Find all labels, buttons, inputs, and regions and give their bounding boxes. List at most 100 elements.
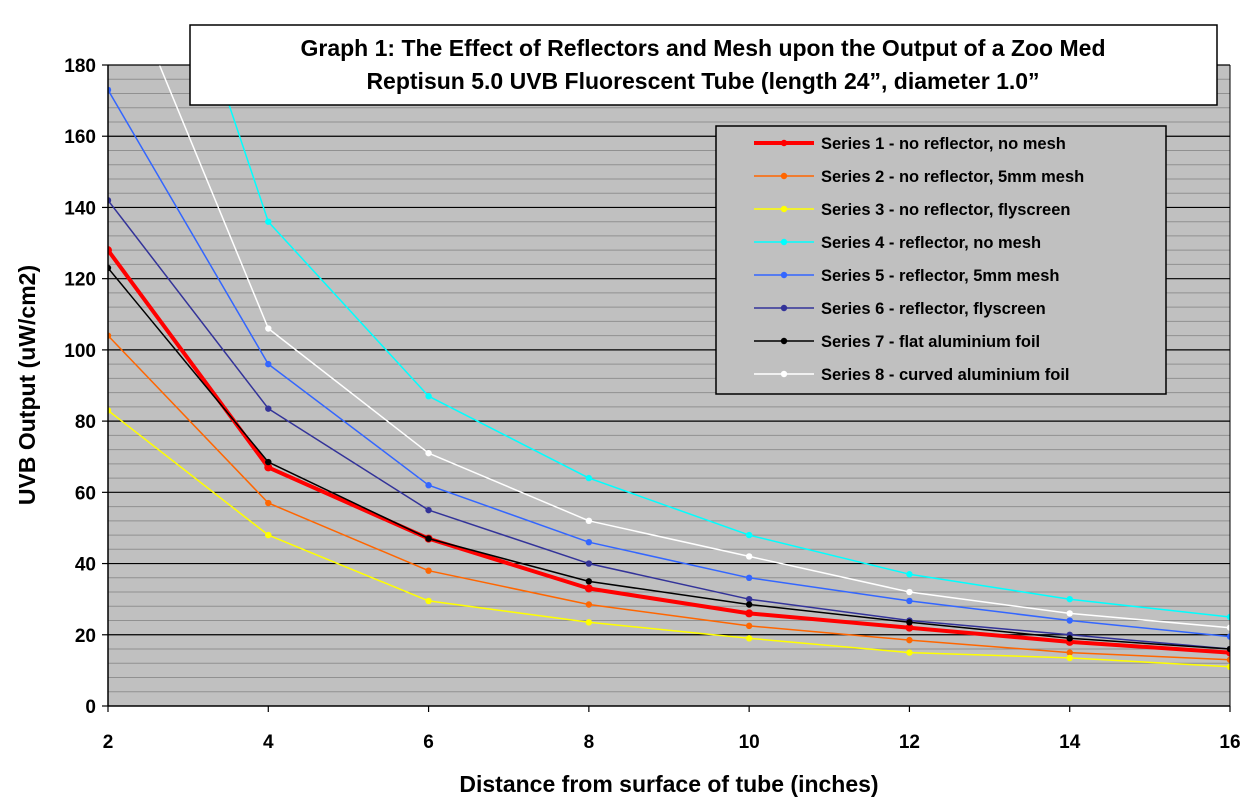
legend-marker-series-1 <box>780 139 788 147</box>
series-4-line <box>214 65 1230 618</box>
series-8-point <box>425 449 432 457</box>
series-5-point <box>108 86 112 94</box>
series-5-point <box>745 574 753 581</box>
x-tick-label: 2 <box>103 732 114 753</box>
series-5-point <box>265 360 272 368</box>
series-3-point <box>425 597 432 605</box>
series-7-point <box>745 601 753 608</box>
series-2-point <box>265 499 272 507</box>
series-4-point <box>906 571 913 578</box>
y-tick-label: 120 <box>64 270 96 291</box>
legend-box <box>715 125 1167 395</box>
series-5-point <box>1226 633 1230 640</box>
y-tick-label: 80 <box>75 412 96 433</box>
x-tick-label: 6 <box>423 732 434 753</box>
series-3-point <box>1066 654 1073 662</box>
series-6-point <box>425 506 432 514</box>
series-2-point <box>425 567 432 574</box>
series-8-point <box>265 325 272 332</box>
y-tick-label: 180 <box>64 56 96 77</box>
y-tick-label: 100 <box>64 341 96 362</box>
series-2-point <box>108 332 112 339</box>
series-4-point <box>745 531 753 539</box>
series-2-point <box>906 636 913 644</box>
series-4-point <box>585 474 593 482</box>
legend-label-series-1: Series 1 - no reflector, no mesh <box>821 135 1066 153</box>
legend-marker-series-2 <box>780 172 788 180</box>
x-tick-label: 4 <box>263 732 274 753</box>
x-tick-label: 14 <box>1059 732 1081 753</box>
x-tick-label: 16 <box>1219 732 1240 753</box>
series-3-point <box>108 407 112 414</box>
series-3-point <box>585 619 593 626</box>
series-2-point <box>745 622 753 630</box>
series-8-point <box>745 553 753 560</box>
series-3-point <box>265 531 272 539</box>
series-3-point <box>1226 663 1230 671</box>
series-6-point <box>745 595 753 603</box>
series-8-point <box>906 588 913 596</box>
series-1-point <box>584 584 593 593</box>
series-7-point <box>108 264 112 272</box>
legend-label-series-4: Series 4 - reflector, no mesh <box>821 234 1041 252</box>
legend-marker-series-6 <box>780 304 788 312</box>
legend-marker-series-8 <box>780 370 788 378</box>
series-2-point <box>1226 656 1230 663</box>
legend-label-series-7: Series 7 - flat aluminium foil <box>821 333 1040 351</box>
series-1-point <box>905 623 914 632</box>
series-7-point <box>1226 645 1230 653</box>
x-axis-title: Distance from surface of tube (inches) <box>459 771 878 797</box>
legend-marker-series-5 <box>780 271 788 279</box>
series-4-point <box>265 218 272 225</box>
series-2-line <box>108 335 1230 661</box>
legend-label-series-5: Series 5 - reflector, 5mm mesh <box>821 267 1059 285</box>
legend: Series 1 - no reflector, no mesh Series 2… <box>715 125 1167 395</box>
legend-label-series-6: Series 6 - reflector, flyscreen <box>821 300 1046 318</box>
series-1-point <box>264 463 273 472</box>
series-5-point <box>906 597 913 605</box>
series-8-point <box>1226 624 1230 631</box>
series-7-point <box>1066 635 1073 642</box>
series-7-point <box>906 619 913 626</box>
series-4-point <box>1066 595 1073 603</box>
y-tick-label: 160 <box>64 127 96 148</box>
series-8-point <box>585 517 593 525</box>
series-6-point <box>108 197 112 204</box>
legend-label-series-2: Series 2 - no reflector, 5mm mesh <box>821 168 1084 186</box>
series-2-point <box>1066 649 1073 656</box>
series-5-point <box>1066 617 1073 624</box>
series-1-point <box>108 246 112 255</box>
series-7-line <box>108 267 1230 650</box>
series-4-point <box>1226 613 1230 621</box>
x-tick-label: 12 <box>899 732 920 753</box>
legend-label-series-8: Series 8 - curved aluminium foil <box>821 366 1070 384</box>
series-3-point <box>906 649 913 656</box>
series-5-point <box>585 538 593 546</box>
x-tick-label: 10 <box>739 732 760 753</box>
chart-title-line-1: Graph 1: The Effect of Reflectors and Me… <box>300 35 1105 61</box>
series-4-point <box>425 392 432 400</box>
series-6-line <box>108 199 1230 650</box>
y-tick-label: 0 <box>85 697 96 718</box>
series-8-line <box>158 65 1230 629</box>
x-tick-label: 8 <box>584 732 595 753</box>
series-3-point <box>745 635 753 642</box>
series-1-line <box>108 249 1230 655</box>
series-7-point <box>585 578 593 585</box>
series-1-point <box>745 609 754 618</box>
series-2-point <box>585 601 593 608</box>
series-7-point <box>265 458 272 466</box>
y-tick-label: 20 <box>75 626 96 647</box>
series-7-point <box>425 535 432 542</box>
legend-label-series-3: Series 3 - no reflector, flyscreen <box>821 201 1070 219</box>
legend-marker-series-3 <box>780 205 788 213</box>
legend-marker-series-4 <box>780 238 788 246</box>
series-5-line <box>108 89 1230 638</box>
y-tick-label: 60 <box>75 483 96 504</box>
chart-title-box: Graph 1: The Effect of Reflectors and Me… <box>189 24 1218 106</box>
chart-title-line-2: Reptisun 5.0 UVB Fluorescent Tube (lengt… <box>366 68 1039 94</box>
series-6-point <box>585 560 593 567</box>
y-axis-title: UVB Output (uW/cm2) <box>14 265 40 505</box>
series-3-line <box>108 409 1230 668</box>
series-8-point <box>1066 610 1073 617</box>
